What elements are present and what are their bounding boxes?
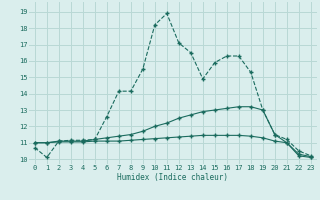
X-axis label: Humidex (Indice chaleur): Humidex (Indice chaleur)	[117, 173, 228, 182]
